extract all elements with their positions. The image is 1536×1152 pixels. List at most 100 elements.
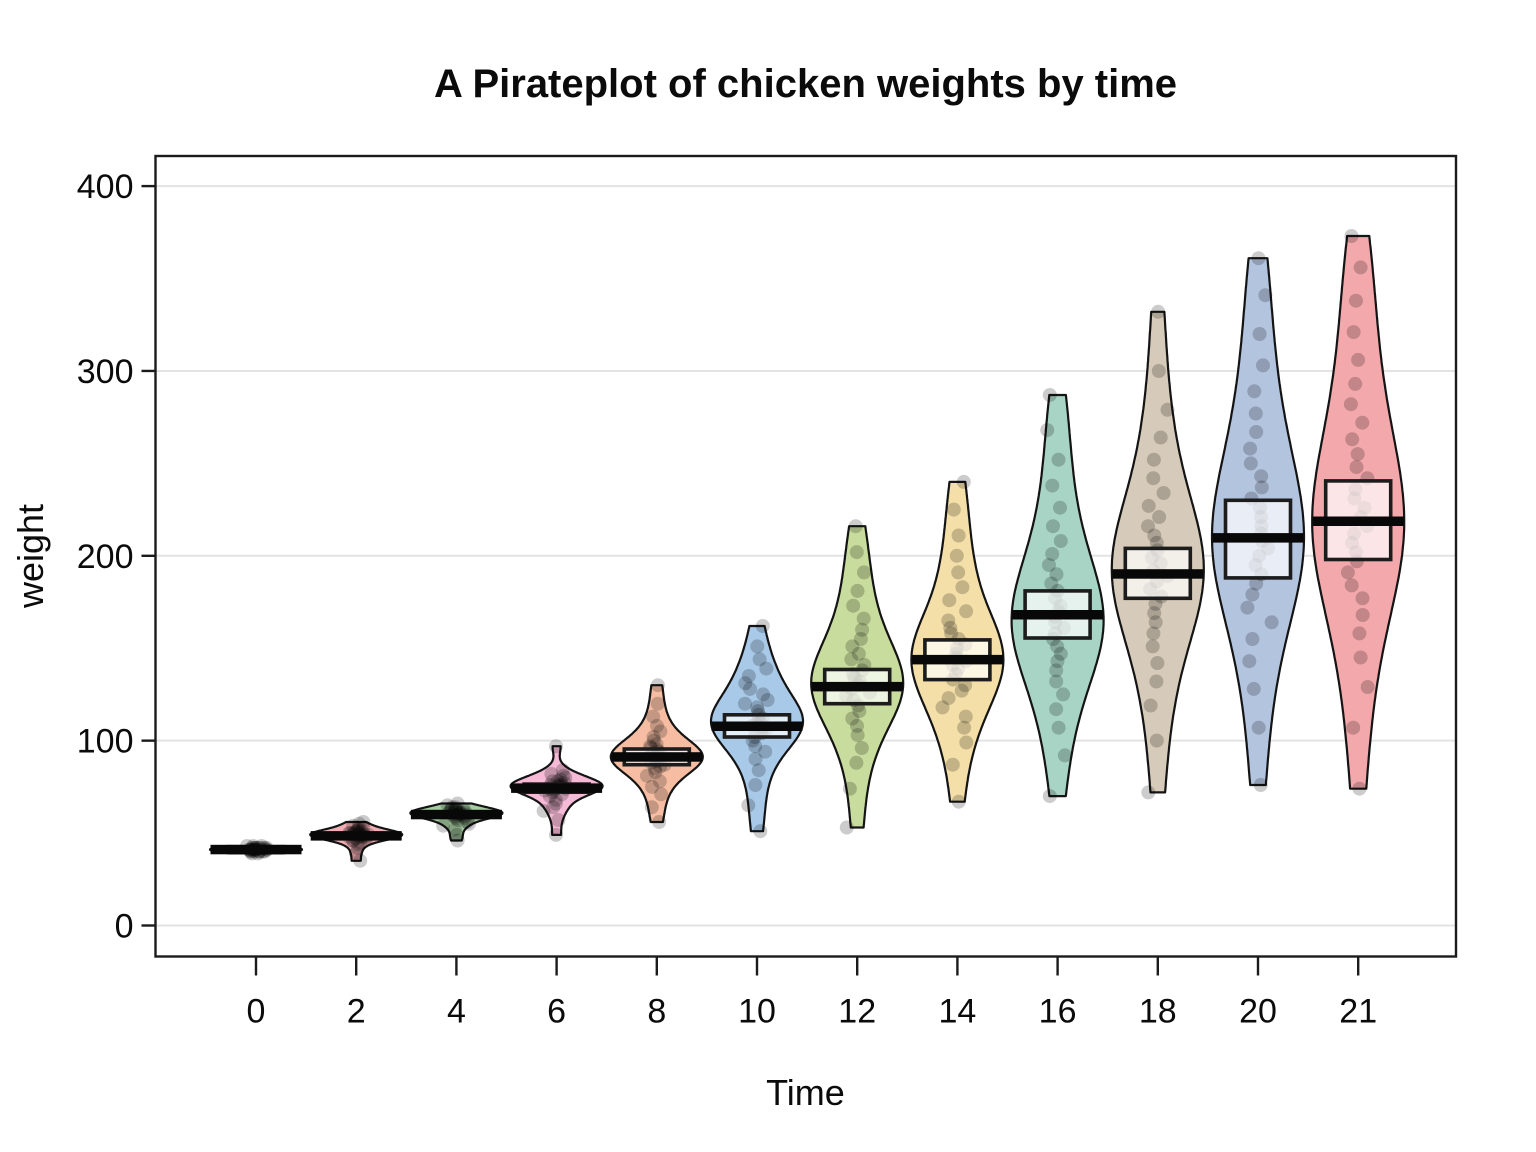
data-point-time-12 — [855, 622, 870, 637]
data-point-time-2 — [356, 820, 371, 835]
data-point-time-12 — [853, 632, 868, 646]
data-point-time-14 — [935, 700, 950, 715]
mean-bar-time-12 — [811, 681, 903, 692]
data-point-time-6 — [558, 770, 573, 785]
data-point-time-21 — [1352, 626, 1367, 641]
data-point-time-20 — [1254, 480, 1269, 495]
data-point-time-21 — [1351, 352, 1366, 367]
data-point-time-18 — [1147, 606, 1162, 621]
chart-title: A Pirateplot of chicken weights by time — [433, 62, 1178, 106]
data-point-time-21 — [1340, 565, 1355, 580]
data-point-time-18 — [1146, 452, 1161, 467]
y-axis-title: weight — [10, 503, 51, 609]
data-point-time-8 — [644, 800, 659, 815]
data-point-time-20 — [1252, 327, 1267, 341]
data-point-time-18 — [1149, 733, 1164, 748]
data-point-time-6 — [549, 739, 563, 754]
data-point-time-18 — [1146, 626, 1161, 641]
y-tick-label-200: 200 — [77, 538, 134, 576]
data-point-time-21 — [1355, 608, 1370, 622]
data-point-time-10 — [738, 676, 753, 691]
data-point-time-18 — [1145, 639, 1160, 654]
data-point-time-18 — [1153, 430, 1168, 445]
data-point-time-21 — [1349, 460, 1364, 475]
data-point-time-12 — [852, 704, 867, 719]
data-point-time-4 — [436, 818, 451, 833]
data-point-time-18 — [1152, 510, 1167, 524]
x-tick-label-2: 2 — [347, 993, 366, 1031]
data-point-time-21 — [1345, 432, 1360, 447]
mean-bar-time-20 — [1212, 533, 1304, 543]
data-point-time-10 — [753, 824, 768, 839]
data-point-time-18 — [1160, 402, 1175, 417]
mean-bar-time-16 — [1012, 610, 1104, 620]
mean-bar-time-2 — [310, 831, 402, 841]
data-point-time-16 — [1042, 558, 1056, 572]
mean-bar-time-6 — [511, 783, 603, 793]
data-point-time-18 — [1151, 364, 1166, 378]
data-point-time-6 — [551, 813, 566, 828]
data-point-time-21 — [1355, 591, 1370, 606]
x-tick-label-10: 10 — [738, 993, 776, 1031]
data-point-time-12 — [849, 545, 864, 560]
data-point-time-6 — [555, 763, 570, 778]
data-point-time-20 — [1248, 406, 1263, 421]
data-point-time-16 — [1051, 452, 1066, 467]
data-point-time-10 — [755, 619, 770, 633]
data-point-time-14 — [951, 794, 966, 809]
data-point-time-12 — [850, 718, 864, 733]
data-point-time-8 — [645, 779, 659, 794]
data-point-time-21 — [1343, 397, 1358, 412]
data-point-time-20 — [1256, 358, 1270, 373]
data-point-time-10 — [760, 693, 775, 707]
data-point-time-21 — [1346, 325, 1361, 340]
data-point-time-14 — [942, 593, 957, 608]
data-point-time-16 — [1053, 500, 1067, 515]
y-tick-label-100: 100 — [77, 723, 134, 761]
data-point-time-8 — [648, 765, 663, 780]
data-point-time-12 — [849, 755, 864, 770]
data-point-time-18 — [1141, 498, 1156, 513]
data-point-time-4 — [462, 816, 476, 831]
data-point-time-10 — [741, 798, 756, 813]
data-point-time-14 — [944, 626, 959, 641]
y-tick-label-300: 300 — [77, 353, 134, 391]
data-point-time-14 — [957, 720, 972, 735]
data-point-time-10 — [743, 681, 757, 696]
data-point-time-14 — [956, 474, 971, 489]
data-point-time-14 — [943, 620, 958, 635]
data-point-time-12 — [845, 639, 860, 654]
data-point-time-16 — [1050, 639, 1065, 654]
data-point-time-4 — [450, 833, 465, 848]
data-point-time-14 — [958, 678, 973, 693]
x-tick-label-21: 21 — [1339, 993, 1377, 1031]
data-point-time-20 — [1245, 632, 1260, 646]
data-point-time-14 — [958, 709, 973, 724]
data-point-time-6 — [536, 803, 551, 818]
data-point-time-21 — [1352, 781, 1367, 796]
data-point-time-10 — [756, 687, 771, 702]
data-point-time-20 — [1246, 681, 1261, 696]
data-point-time-10 — [758, 744, 773, 759]
data-point-time-10 — [751, 763, 766, 778]
data-point-time-16 — [1042, 388, 1057, 402]
data-point-time-16 — [1049, 702, 1064, 717]
data-point-time-6 — [548, 792, 563, 807]
data-point-time-10 — [750, 700, 765, 715]
data-point-time-14 — [959, 604, 974, 619]
data-point-time-12 — [845, 711, 860, 726]
data-point-time-14 — [954, 683, 969, 698]
data-point-time-16 — [1045, 547, 1060, 561]
data-point-time-14 — [959, 735, 974, 750]
data-point-time-16 — [1051, 720, 1066, 735]
data-point-time-8 — [646, 709, 661, 724]
data-point-time-14 — [941, 691, 956, 706]
data-point-time-14 — [951, 528, 966, 543]
data-point-time-14 — [955, 580, 970, 595]
data-point-time-21 — [1360, 680, 1375, 694]
data-point-time-20 — [1243, 441, 1258, 456]
data-point-time-4 — [447, 822, 462, 837]
data-point-time-18 — [1148, 615, 1163, 630]
data-point-time-12 — [856, 611, 871, 626]
y-tick-label-0: 0 — [115, 908, 134, 946]
